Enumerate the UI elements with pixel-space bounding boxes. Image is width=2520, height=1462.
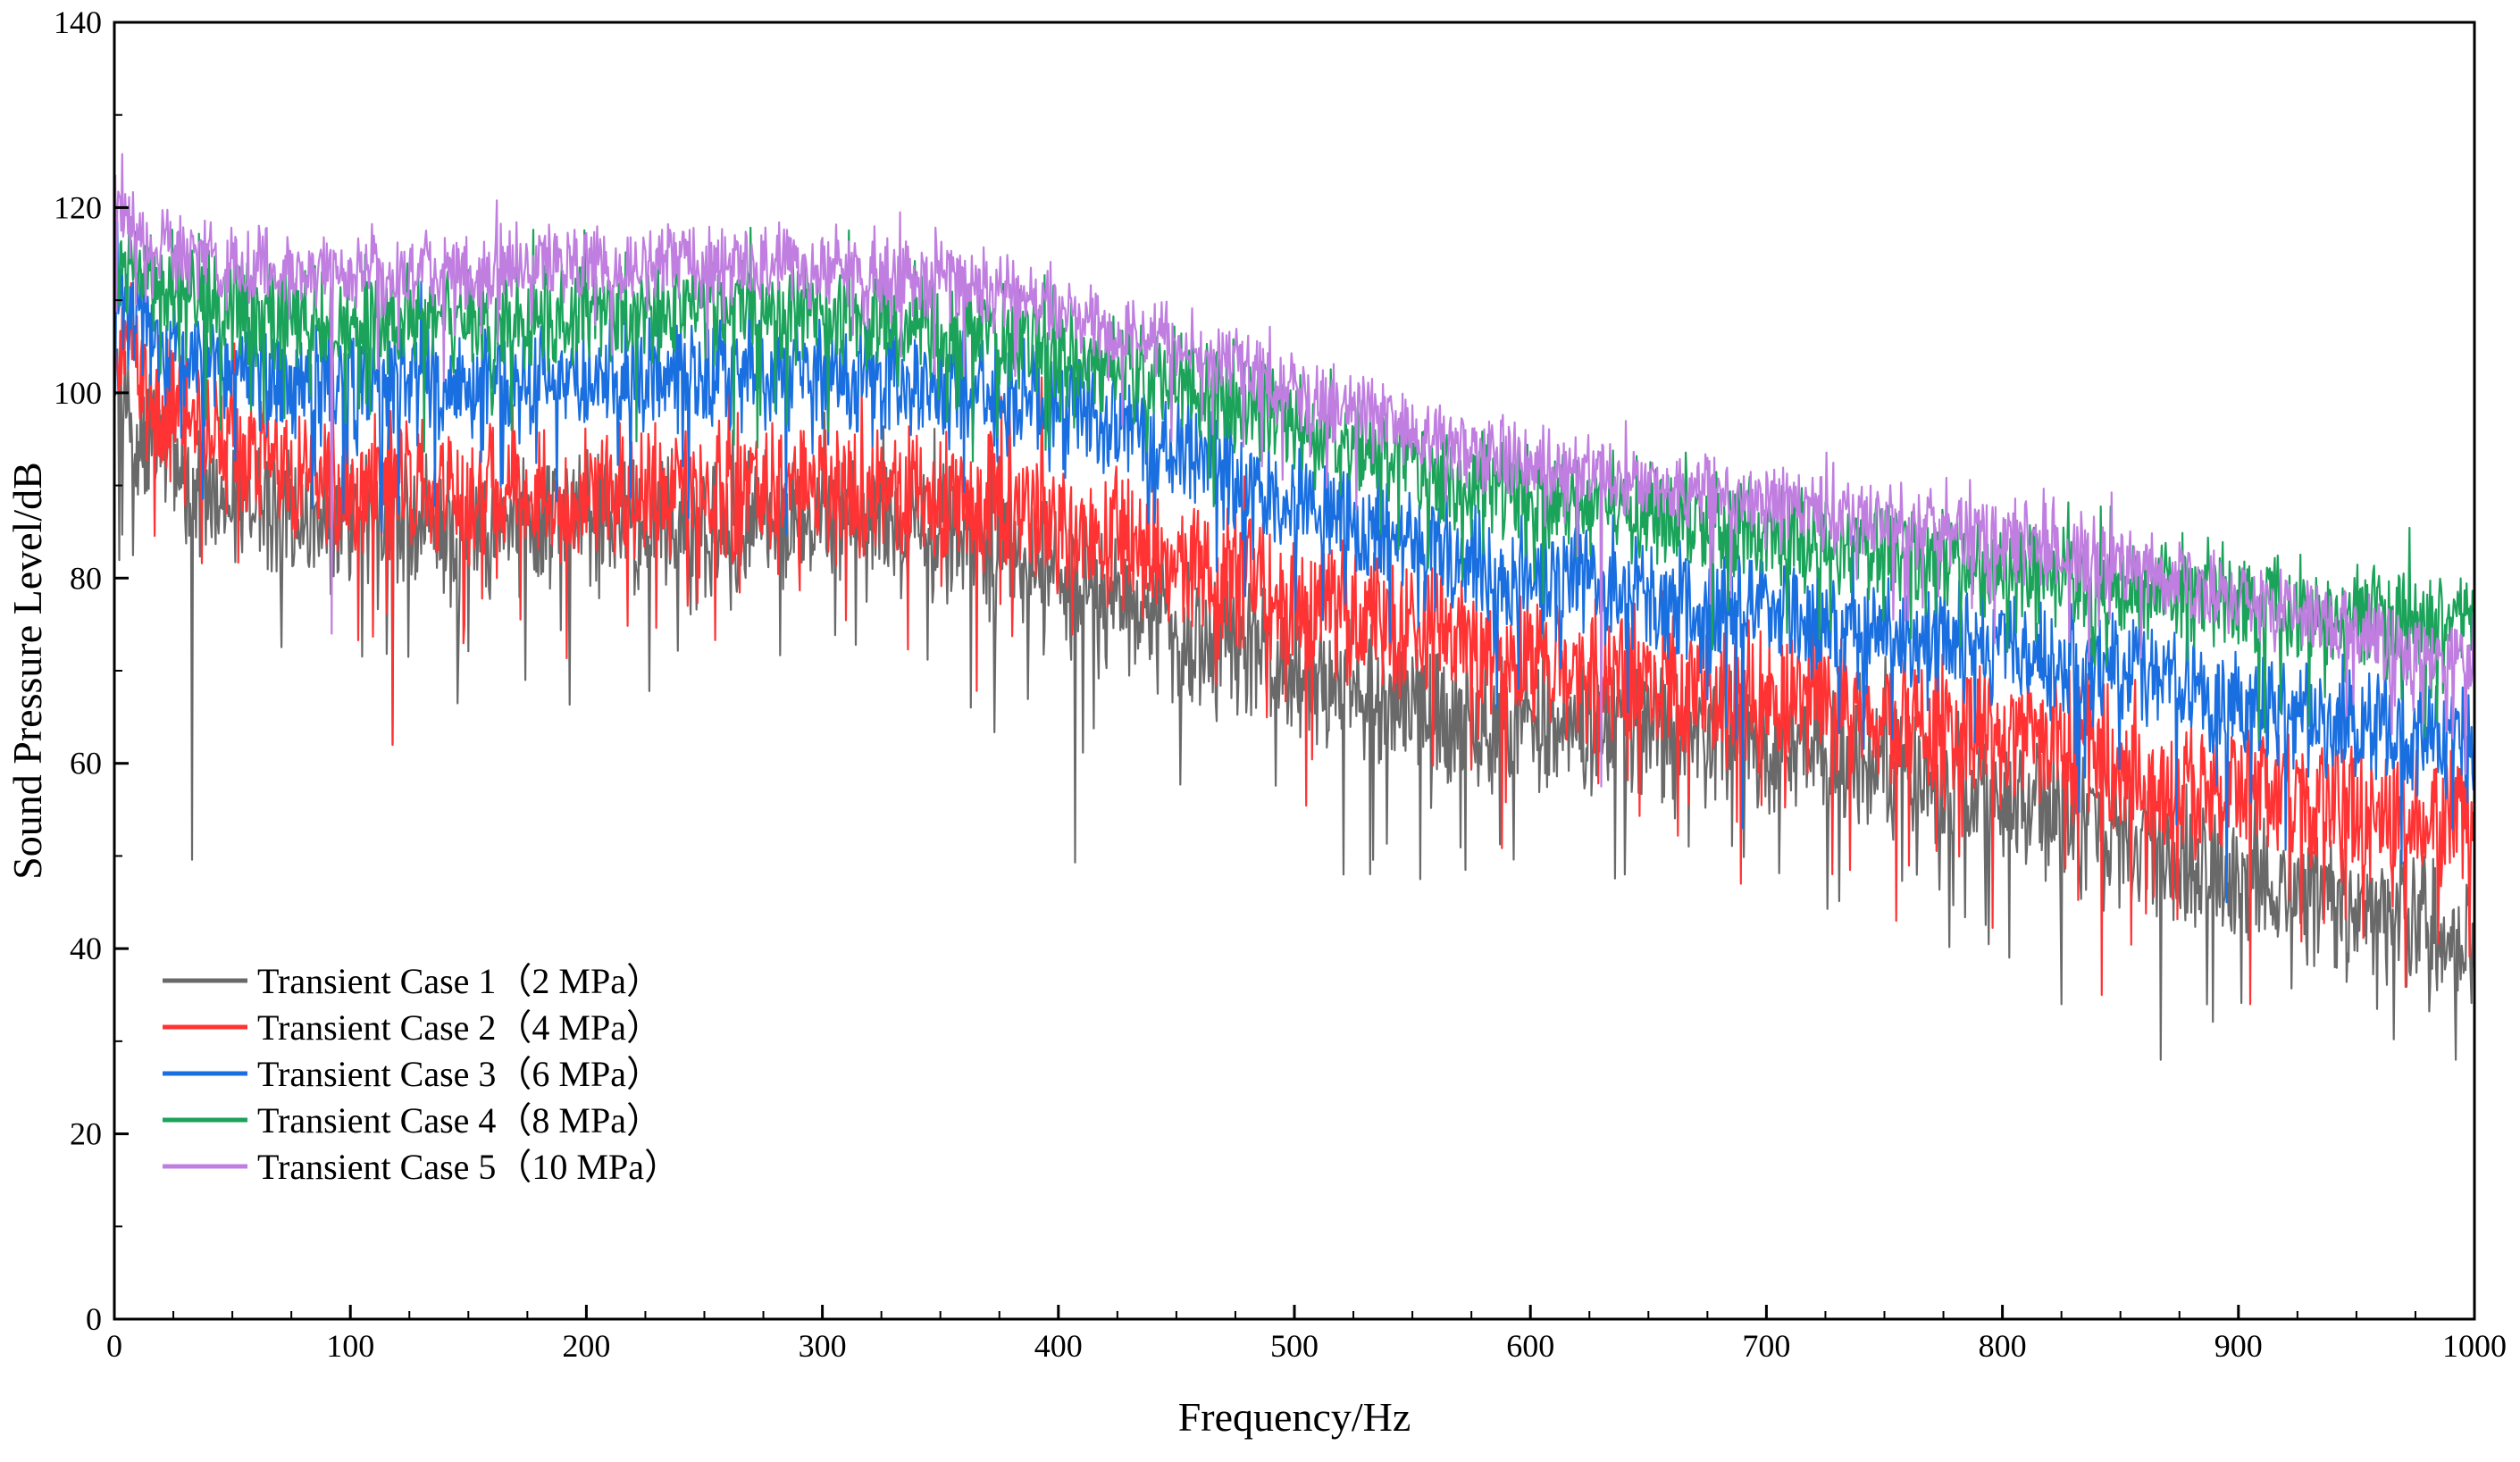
legend-label-case-5: Transient Case 5（10 MPa）: [257, 1147, 680, 1187]
legend-label-case-3: Transient Case 3（6 MPa）: [257, 1054, 662, 1094]
x-tick-label: 400: [1034, 1328, 1083, 1364]
y-tick-label: 0: [86, 1301, 102, 1337]
legend-label-case-4: Transient Case 4（8 MPa）: [257, 1100, 662, 1140]
x-tick-label: 500: [1270, 1328, 1319, 1364]
series-line-case-5: [114, 153, 2474, 788]
x-tick-label: 800: [1979, 1328, 2027, 1364]
series-line-case-1: [114, 347, 2474, 1061]
y-tick-label: 100: [54, 375, 102, 411]
x-tick-label: 200: [562, 1328, 610, 1364]
y-tick-label: 40: [70, 931, 102, 966]
y-tick-label: 140: [54, 4, 102, 40]
legend: Transient Case 1（2 MPa） Transient Case 2（…: [163, 961, 680, 1187]
x-tick-label: 1000: [2442, 1328, 2507, 1364]
y-axis-title: Sound Pressure Level/dB: [4, 462, 50, 880]
x-tick-label: 100: [326, 1328, 374, 1364]
y-tick-label: 20: [70, 1116, 102, 1152]
x-tick-label: 300: [799, 1328, 847, 1364]
series-layer: [114, 153, 2474, 1061]
legend-label-case-1: Transient Case 1（2 MPa）: [257, 961, 662, 1001]
x-tick-label: 0: [106, 1328, 122, 1364]
x-tick-label: 600: [1506, 1328, 1554, 1364]
y-tick-label: 120: [54, 189, 102, 225]
x-tick-label: 900: [2214, 1328, 2263, 1364]
legend-label-case-2: Transient Case 2（4 MPa）: [257, 1007, 662, 1048]
y-tick-label: 80: [70, 560, 102, 596]
series-line-case-3: [114, 220, 2474, 904]
x-tick-label: 700: [1742, 1328, 1790, 1364]
y-tick-label: 60: [70, 746, 102, 781]
x-axis-title: Frequency/Hz: [1178, 1394, 1411, 1440]
axes-layer: 0 100 200 300 400 500 600 700 800 900 1000 0 20 40 60 8…: [54, 4, 2507, 1364]
